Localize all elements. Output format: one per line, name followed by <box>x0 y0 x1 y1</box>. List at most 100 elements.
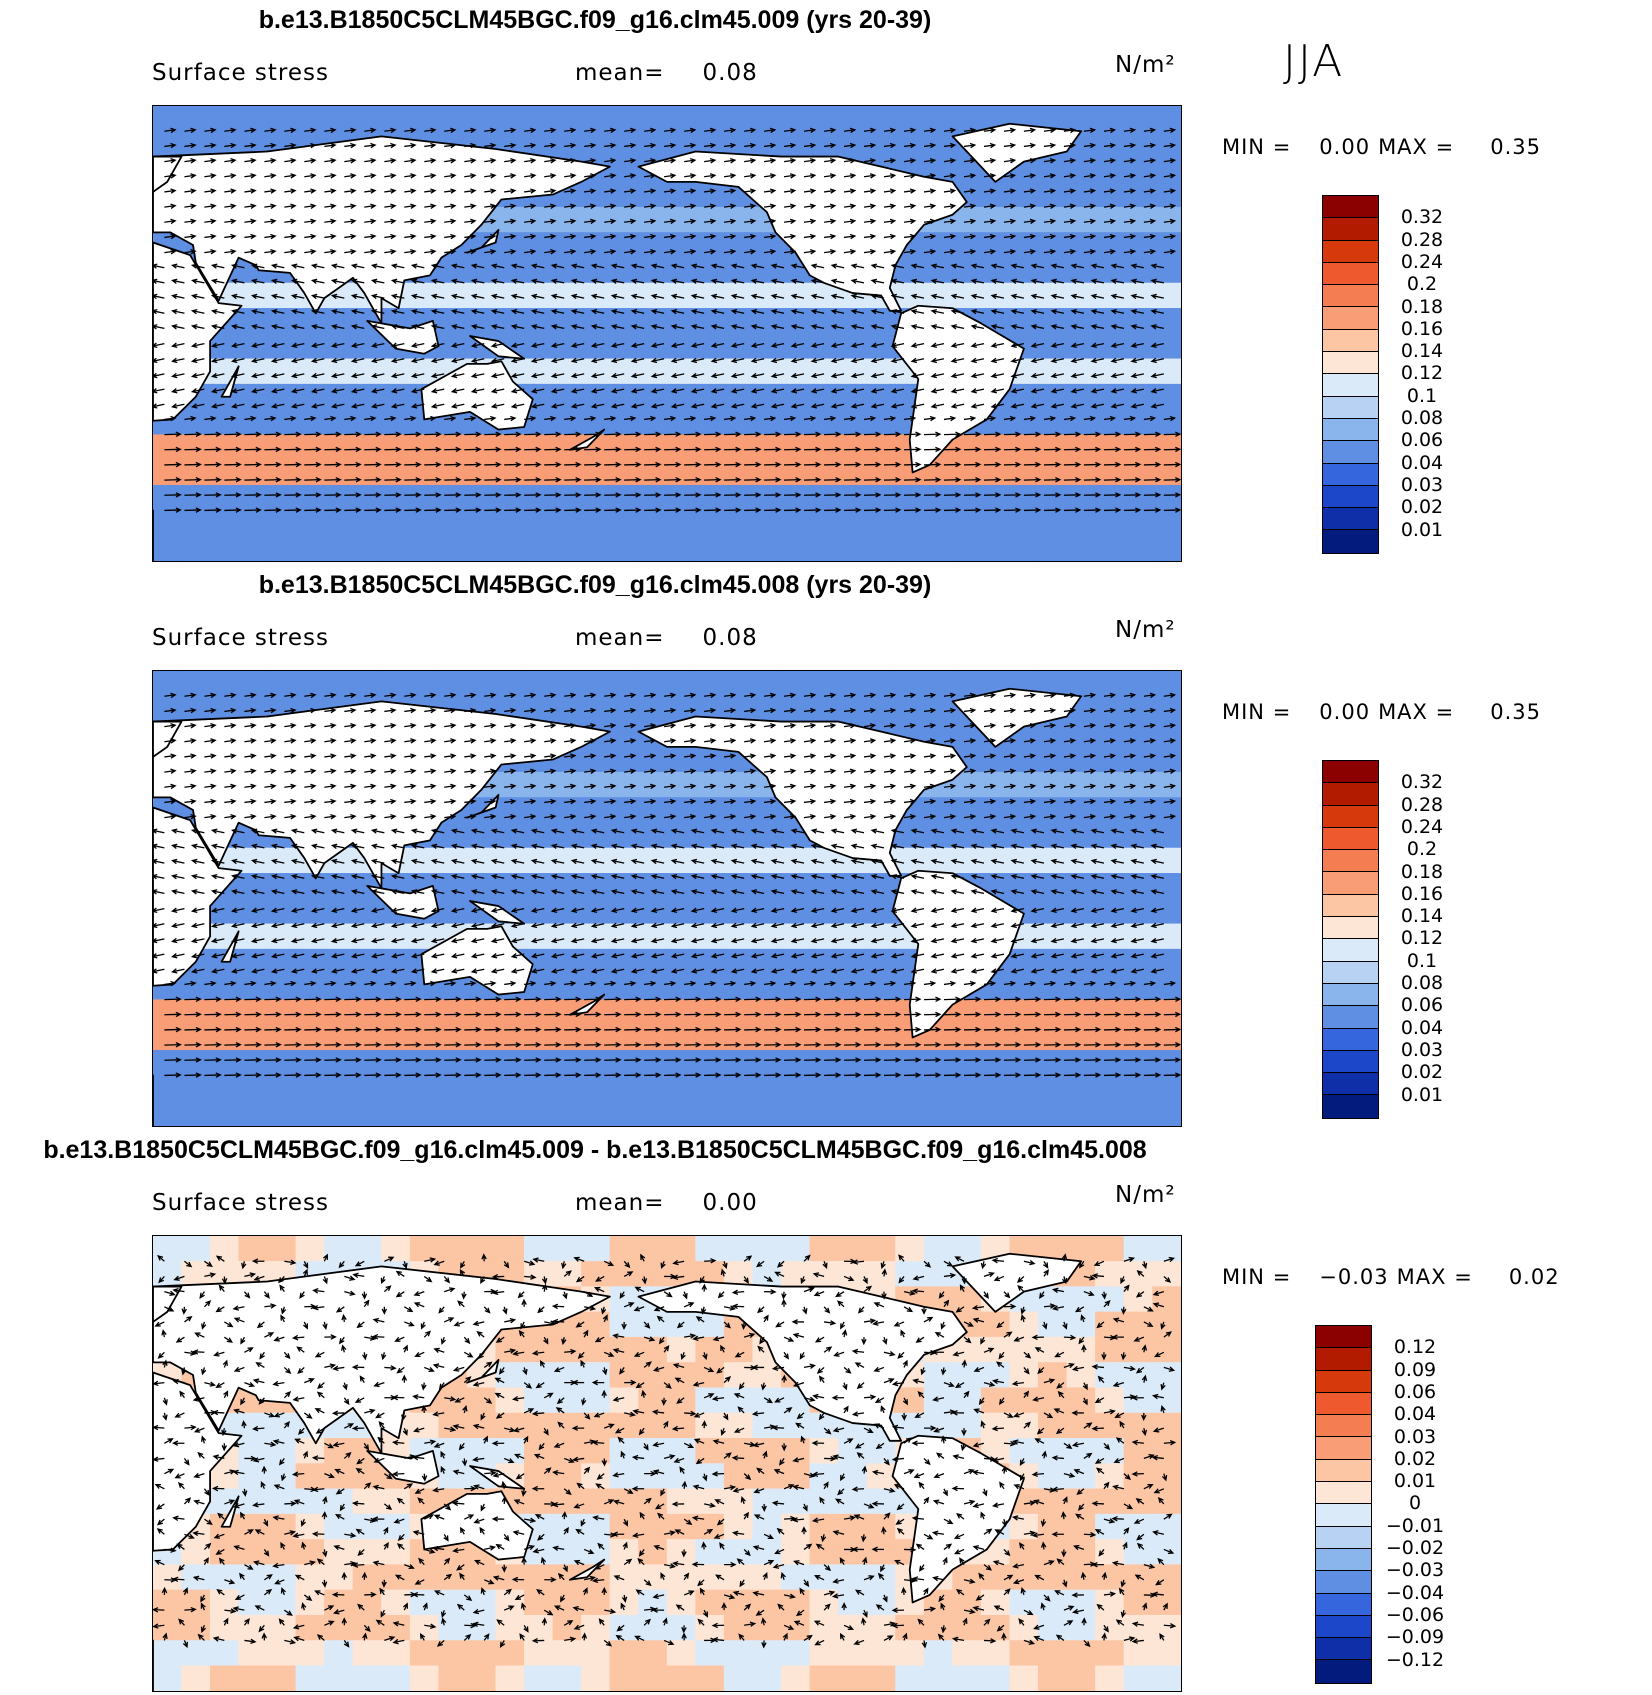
colorbar-tick-label: 0.06 <box>1382 429 1462 451</box>
field-cell <box>267 1025 296 1051</box>
field-cell <box>467 1438 496 1464</box>
field-cell <box>695 409 724 435</box>
field-cell <box>838 536 867 561</box>
field-cell <box>810 106 839 132</box>
field-cell <box>838 1640 867 1666</box>
field-cell <box>924 283 953 309</box>
field-cell <box>553 1075 582 1101</box>
field-cell <box>924 131 953 157</box>
field-cell <box>1124 283 1153 309</box>
field-cell <box>524 1438 553 1464</box>
field-cell <box>581 333 610 359</box>
field-cell <box>867 974 896 1000</box>
field-cell <box>238 106 267 132</box>
field-cell <box>867 359 896 385</box>
field-cell <box>810 485 839 511</box>
field-cell <box>895 1075 924 1101</box>
field-cell <box>267 924 296 950</box>
field-cell <box>410 536 439 561</box>
field-cell <box>495 1050 524 1076</box>
field-cell <box>638 1640 667 1666</box>
field-cell <box>638 106 667 132</box>
field-cell <box>724 409 753 435</box>
field-cell <box>524 1666 553 1691</box>
field-cell <box>353 1101 382 1126</box>
field-cell <box>752 1101 781 1126</box>
field-cell <box>324 359 353 385</box>
field-cell <box>895 848 924 874</box>
field-cell <box>267 1514 296 1540</box>
field-cell <box>1152 1050 1181 1076</box>
field-cell <box>1152 131 1181 157</box>
colorbar-tick-label: 0.03 <box>1382 1039 1462 1061</box>
field-cell <box>838 671 867 697</box>
field-cell <box>581 106 610 132</box>
field-cell <box>324 1539 353 1565</box>
field-cell <box>724 671 753 697</box>
field-cell <box>267 384 296 410</box>
field-cell <box>1067 924 1096 950</box>
field-cell <box>467 485 496 511</box>
field-cell <box>724 333 753 359</box>
field-cell <box>1152 1615 1181 1641</box>
field-cell <box>438 1236 467 1262</box>
colorbar-swatch <box>1323 419 1378 441</box>
field-cell <box>210 460 239 486</box>
colorbar-swatch <box>1323 218 1378 240</box>
field-cell <box>1038 510 1067 536</box>
field-cell <box>810 671 839 697</box>
field-cell <box>438 1666 467 1691</box>
colorbar-swatch <box>1323 828 1378 850</box>
field-cell <box>1095 536 1124 561</box>
field-cell <box>610 536 639 561</box>
field-cell <box>610 1286 639 1312</box>
colorbar-tick-label: 0.18 <box>1382 296 1462 318</box>
field-cell <box>1124 797 1153 823</box>
variable-label: Surface stress <box>152 625 329 651</box>
field-cell <box>638 1050 667 1076</box>
field-cell <box>1124 359 1153 385</box>
field-cell <box>638 1615 667 1641</box>
field-cell <box>495 1590 524 1616</box>
colorbar-tick-label: 0.01 <box>1382 519 1462 541</box>
field-cell <box>524 536 553 561</box>
field-cell <box>581 1337 610 1363</box>
field-cell <box>438 460 467 486</box>
field-cell <box>724 898 753 924</box>
field-cell <box>838 1261 867 1287</box>
field-cell <box>1152 1286 1181 1312</box>
field-cell <box>438 510 467 536</box>
units-label: N/m² <box>1115 617 1176 643</box>
field-cell <box>210 1101 239 1126</box>
field-cell <box>867 1075 896 1101</box>
field-cell <box>1124 1564 1153 1590</box>
field-cell <box>553 333 582 359</box>
field-cell <box>1095 510 1124 536</box>
field-cell <box>1152 156 1181 182</box>
field-cell <box>638 671 667 697</box>
field-cell <box>381 485 410 511</box>
field-cell <box>467 873 496 899</box>
field-cell <box>810 1025 839 1051</box>
field-cell <box>267 873 296 899</box>
field-cell <box>553 510 582 536</box>
colorbar-swatch <box>1323 895 1378 917</box>
field-cell <box>553 848 582 874</box>
field-cell <box>324 1666 353 1691</box>
field-cell <box>296 898 325 924</box>
field-cell <box>924 1236 953 1262</box>
field-cell <box>1152 721 1181 747</box>
field-cell <box>695 1075 724 1101</box>
max-value: 0.35 <box>1490 135 1541 159</box>
field-cell <box>1124 1075 1153 1101</box>
field-cell <box>838 460 867 486</box>
field-cell <box>210 1666 239 1691</box>
field-cell <box>296 1666 325 1691</box>
field-cell <box>838 1666 867 1691</box>
field-cell <box>210 1615 239 1641</box>
field-cell <box>1009 485 1038 511</box>
field-cell <box>238 536 267 561</box>
field-cell <box>695 1666 724 1691</box>
field-cell <box>752 131 781 157</box>
